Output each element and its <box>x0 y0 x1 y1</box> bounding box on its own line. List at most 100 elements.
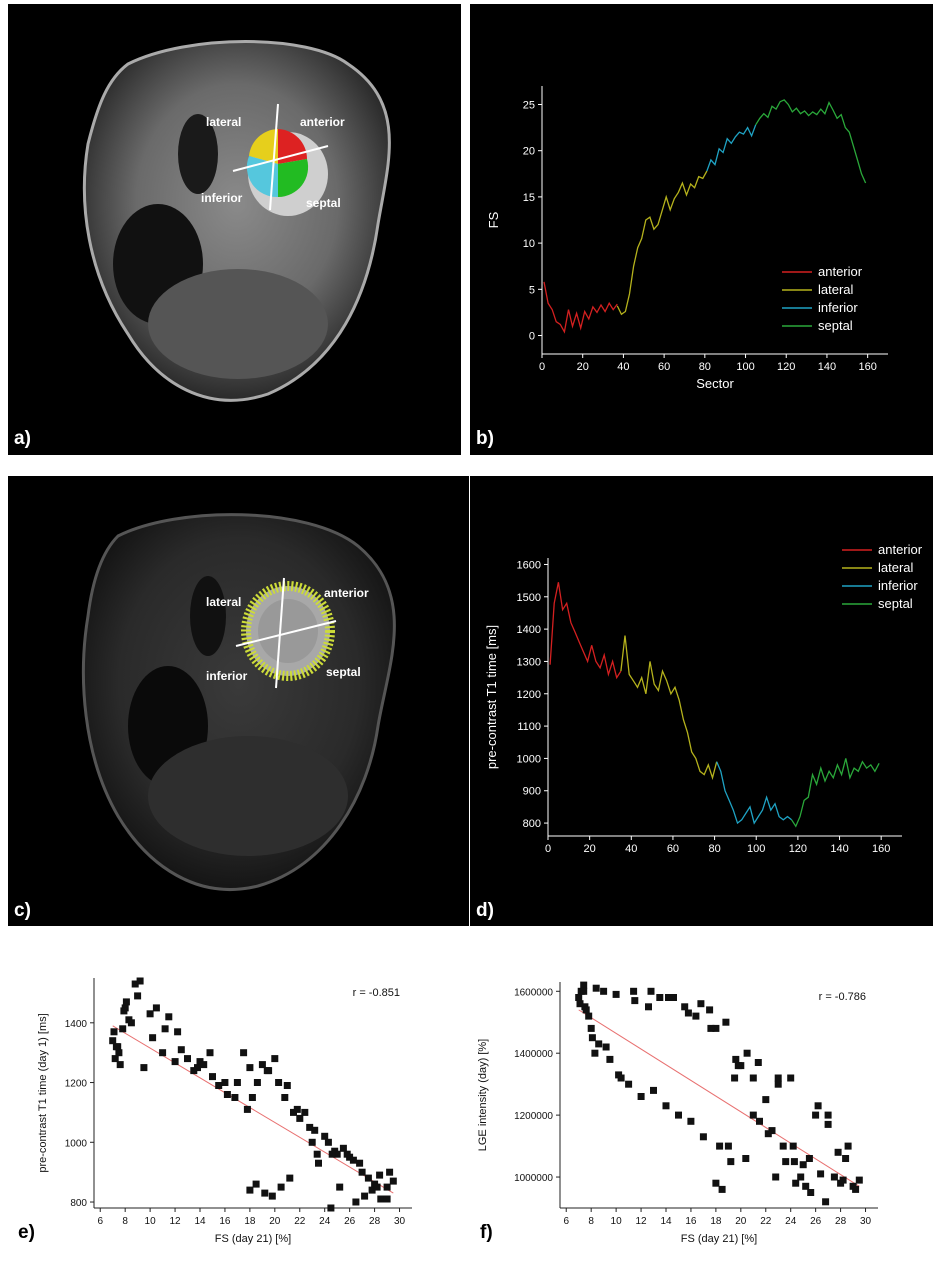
scatter-point <box>301 1108 309 1116</box>
scatter-point <box>215 1082 223 1089</box>
scatter-point <box>171 1058 179 1066</box>
y-tick-label: 1500 <box>517 592 541 604</box>
legend-label-lateral: lateral <box>878 560 914 575</box>
scatter-point <box>585 1012 593 1020</box>
x-tick-label: 8 <box>122 1216 128 1227</box>
x-tick-label: 20 <box>577 361 589 373</box>
series-line-septal <box>791 758 880 828</box>
scatter-point <box>662 1102 670 1110</box>
mri-image-a: lateral anterior inferior septal <box>82 40 391 402</box>
y-axis-title: LGE intensity (day) [%] <box>477 1039 489 1152</box>
scatter-point <box>631 997 639 1005</box>
scatter-point <box>716 1142 724 1150</box>
scatter-point <box>221 1079 229 1086</box>
scatter-point <box>240 1049 248 1057</box>
scatter-point <box>762 1096 770 1104</box>
scatter-point <box>727 1158 735 1166</box>
panel-label-d: d) <box>476 900 494 921</box>
x-axis-title: Sector <box>696 376 734 391</box>
x-tick-label: 16 <box>685 1216 697 1227</box>
scatter-point <box>855 1176 863 1184</box>
series-line-septal <box>755 99 867 184</box>
x-tick-label: 0 <box>545 843 551 855</box>
chart-e: 6 8 10 12 14 16 18 20 22 24 26 28 30 800 1000 1200 1400 F… <box>37 977 412 1245</box>
scatter-point <box>647 987 655 995</box>
scatter-point <box>127 1019 135 1027</box>
region-label-inferior: inferior <box>201 191 243 205</box>
scatter-point <box>772 1173 780 1181</box>
x-tick-label: 20 <box>269 1216 281 1227</box>
scatter-point <box>174 1028 182 1036</box>
y-tick-label: 15 <box>523 192 535 204</box>
legend-label-inferior: inferior <box>818 300 858 315</box>
scatter-point <box>358 1168 366 1176</box>
scatter-point <box>707 1024 715 1032</box>
scatter-point <box>364 1174 372 1182</box>
panel-label-c: c) <box>14 900 31 921</box>
scatter-point <box>275 1079 283 1086</box>
y-tick-label: 1400 <box>517 624 541 636</box>
scatter-point <box>122 998 130 1006</box>
x-tick-label: 10 <box>611 1216 623 1227</box>
x-tick-label: 120 <box>789 843 807 855</box>
scatter-point <box>817 1170 825 1178</box>
y-tick-label: 1000 <box>517 753 541 765</box>
region-label-anterior-c: anterior <box>324 586 369 600</box>
scatter-point <box>383 1195 391 1203</box>
scatter-point <box>684 1009 692 1017</box>
scatter-point <box>595 1040 603 1048</box>
scatter-point <box>119 1025 127 1033</box>
scatter-point <box>336 1183 344 1191</box>
scatter-point <box>149 1034 157 1042</box>
scatter-point <box>111 1055 119 1063</box>
scatter-point <box>290 1108 297 1116</box>
legend-label-septal: septal <box>818 318 853 333</box>
x-tick-label: 40 <box>617 361 629 373</box>
x-tick-label: 18 <box>244 1216 256 1227</box>
y-axis-title: pre-contrast T1 time [ms] <box>484 625 499 769</box>
scatter-point <box>373 1183 381 1191</box>
scatter-point <box>361 1192 369 1200</box>
scatter-point <box>376 1171 384 1179</box>
region-label-lateral-c: lateral <box>206 595 241 609</box>
scatter-point <box>233 1079 241 1086</box>
scatter-point <box>602 1043 610 1051</box>
scatter-point <box>687 1117 695 1125</box>
scatter-point <box>281 1094 289 1101</box>
scatter-point <box>246 1186 254 1194</box>
scatter-point <box>246 1064 254 1072</box>
scatter-point <box>822 1198 830 1206</box>
series-line-lateral <box>620 635 718 781</box>
scatter-point <box>196 1058 204 1066</box>
scatter-point <box>743 1049 751 1057</box>
scatter-point <box>722 1018 730 1026</box>
scatter-point <box>140 1064 148 1072</box>
scatter-point <box>286 1174 294 1182</box>
scatter-point <box>368 1186 376 1194</box>
scatter-point <box>756 1117 763 1125</box>
x-tick-label: 80 <box>708 843 720 855</box>
scatter-point <box>675 1111 682 1119</box>
region-label-septal: septal <box>306 196 341 210</box>
scatter-point <box>386 1168 394 1176</box>
scatter-point <box>706 1006 714 1014</box>
scatter-point <box>271 1055 279 1063</box>
scatter-point <box>161 1025 169 1033</box>
legend-label-anterior: anterior <box>878 542 923 557</box>
scatter-point <box>774 1080 782 1088</box>
scatter-point <box>200 1061 208 1069</box>
region-label-septal-c: septal <box>326 665 361 679</box>
scatter-point <box>321 1132 329 1140</box>
x-tick-label: 60 <box>658 361 670 373</box>
chart-f: 6 8 10 12 14 16 18 20 22 24 26 28 30 1000000 1200000 14… <box>477 981 878 1245</box>
scatter-point <box>352 1198 360 1206</box>
series-line-anterior <box>549 582 622 680</box>
scatter-point <box>343 1150 351 1158</box>
scatter-point <box>296 1114 304 1122</box>
x-tick-label: 30 <box>394 1216 406 1227</box>
scatter-point <box>315 1159 322 1167</box>
x-tick-label: 12 <box>635 1216 647 1227</box>
scatter-point <box>110 1028 118 1036</box>
scatter-point <box>724 1142 732 1150</box>
correlation-annotation: r = -0.786 <box>819 991 866 1003</box>
